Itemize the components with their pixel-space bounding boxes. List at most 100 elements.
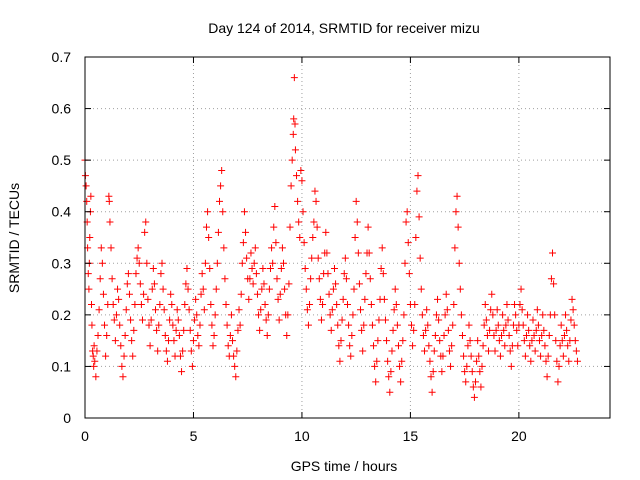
data-point <box>83 197 91 205</box>
data-point <box>199 285 207 293</box>
data-point <box>366 275 374 283</box>
data-point <box>92 373 100 381</box>
data-point <box>538 331 546 339</box>
data-point <box>122 306 130 314</box>
data-point <box>385 373 393 381</box>
data-point <box>428 388 436 396</box>
data-point <box>266 264 274 272</box>
data-point <box>180 326 188 334</box>
data-point <box>179 347 187 355</box>
data-point <box>142 218 150 226</box>
data-point <box>192 295 200 303</box>
data-point <box>474 337 482 345</box>
data-point <box>189 337 197 345</box>
data-point <box>347 352 355 360</box>
data-point <box>512 311 520 319</box>
data-point <box>498 331 506 339</box>
data-point <box>449 321 457 329</box>
data-point <box>486 326 494 334</box>
data-point <box>211 311 219 319</box>
data-point <box>290 74 298 82</box>
data-point <box>540 326 548 334</box>
data-point <box>285 280 293 288</box>
data-point <box>552 337 560 345</box>
data-point <box>94 331 102 339</box>
data-point <box>150 280 158 288</box>
data-point <box>344 301 351 309</box>
data-point <box>234 326 242 334</box>
data-point <box>432 311 440 319</box>
data-point <box>246 275 254 283</box>
data-point <box>300 239 308 247</box>
data-point <box>184 285 192 293</box>
data-point <box>557 321 565 329</box>
data-point <box>379 270 387 278</box>
data-point <box>291 146 299 154</box>
data-point <box>377 264 385 272</box>
data-point <box>93 347 101 355</box>
data-point <box>99 290 107 298</box>
data-point <box>386 388 394 396</box>
data-point <box>204 208 212 216</box>
data-point <box>487 306 495 314</box>
data-point <box>281 285 289 293</box>
data-point <box>342 275 350 283</box>
data-point <box>351 234 359 241</box>
data-point <box>240 208 248 216</box>
data-point <box>572 347 580 355</box>
data-point <box>528 337 536 345</box>
data-point <box>359 347 367 355</box>
data-point <box>418 311 426 319</box>
data-point <box>360 321 368 329</box>
data-point <box>268 244 276 252</box>
data-point <box>535 337 543 345</box>
data-point <box>441 311 449 319</box>
data-point <box>257 306 265 314</box>
data-point <box>107 244 115 252</box>
data-point <box>503 301 511 309</box>
data-point <box>326 311 334 319</box>
data-point <box>378 244 386 252</box>
data-point <box>469 383 477 391</box>
data-point <box>229 337 237 345</box>
data-point <box>269 259 277 267</box>
data-point <box>295 218 303 226</box>
data-point <box>524 311 532 319</box>
data-point <box>477 383 485 391</box>
data-point <box>134 244 142 252</box>
data-point <box>197 290 205 298</box>
data-point <box>90 342 98 350</box>
data-point <box>123 280 131 288</box>
data-point <box>396 362 404 370</box>
data-point <box>314 254 322 262</box>
data-point <box>316 295 324 303</box>
data-point <box>155 321 163 329</box>
data-point <box>387 368 395 376</box>
data-point <box>397 378 405 386</box>
data-point <box>499 311 507 319</box>
data-point <box>365 249 373 257</box>
data-point <box>125 290 133 298</box>
data-point <box>115 295 123 303</box>
data-point <box>298 177 306 185</box>
data-point <box>312 197 320 205</box>
data-point <box>345 321 353 329</box>
data-point <box>258 285 266 293</box>
data-point <box>518 306 526 314</box>
data-point <box>461 368 469 376</box>
data-point <box>166 316 174 324</box>
data-point <box>452 208 460 216</box>
data-point <box>340 270 348 278</box>
data-point <box>485 347 493 355</box>
data-point <box>364 223 372 231</box>
data-point <box>388 347 396 355</box>
data-point <box>545 331 553 339</box>
data-point <box>460 352 468 360</box>
data-point <box>198 270 206 278</box>
data-point <box>245 295 253 303</box>
data-point <box>140 290 148 298</box>
data-point <box>466 337 474 345</box>
data-point <box>414 172 422 180</box>
data-point <box>236 321 244 329</box>
data-point <box>136 280 144 288</box>
